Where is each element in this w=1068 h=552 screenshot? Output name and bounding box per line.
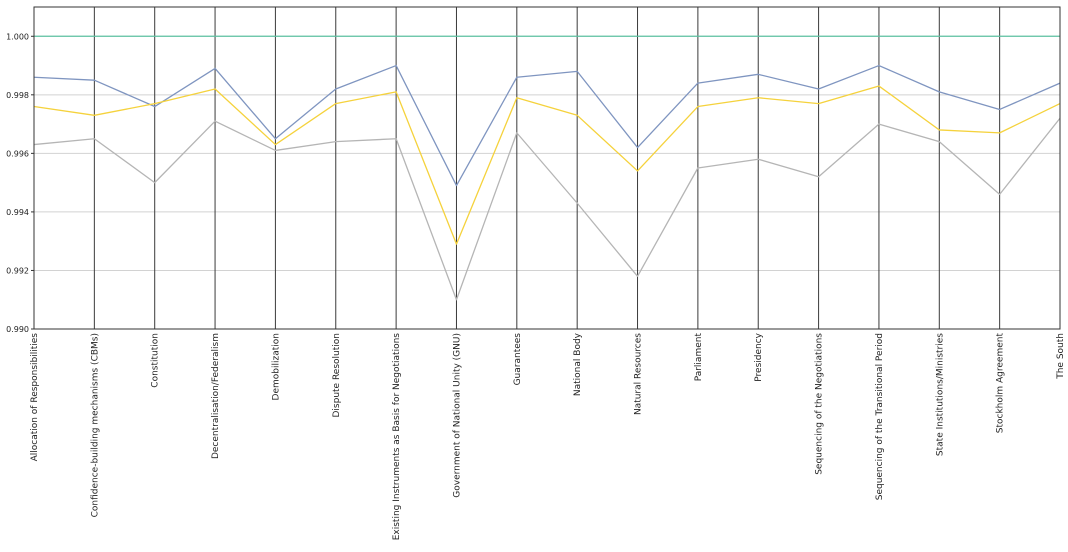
x-tick-label: Parliament <box>694 333 704 382</box>
x-tick-label: Sequencing of the Negotiations <box>815 333 825 475</box>
x-tick-label: Demobilization <box>271 333 281 400</box>
y-grid <box>34 35 1060 330</box>
x-tick-label: National Body <box>573 332 583 396</box>
y-tick-label: 1.000 <box>6 32 29 41</box>
x-tick-label: Existing Instruments as Basis for Negoti… <box>392 333 402 541</box>
y-tick-label: 0.996 <box>6 149 29 158</box>
series-line-2 <box>33 85 1061 245</box>
x-tick-label: Sequencing of the Transitional Period <box>875 333 885 500</box>
series-lines <box>33 35 1061 301</box>
y-tick-label: 0.990 <box>6 325 29 334</box>
x-tick-label: Constitution <box>151 333 161 388</box>
x-tick-label: Dispute Resolution <box>332 333 342 418</box>
y-tick-label: 0.994 <box>6 208 29 217</box>
x-tick-label: Stockholm Agreement <box>996 333 1006 434</box>
x-tick-label: Decentralisation/Federalism <box>211 333 221 459</box>
y-tick-label: 0.992 <box>6 266 29 275</box>
x-tick-label: Allocation of Responsibilities <box>30 333 40 462</box>
y-tick-label: 0.998 <box>6 91 29 100</box>
x-tick-label: Guarantees <box>513 333 523 386</box>
plot-frame <box>33 6 1061 330</box>
series-line-3 <box>33 117 1061 301</box>
x-tick-label: State Institutions/Ministries <box>935 333 945 456</box>
x-tick-labels: Allocation of Responsibilities Confidence… <box>30 332 1066 540</box>
x-tick-label: Confidence-building mechanisms (CBMs) <box>90 333 100 517</box>
x-tick-label: Presidency <box>754 332 764 381</box>
x-tick-label: The South <box>1056 333 1066 380</box>
x-tick-label: Government of National Unity (GNU) <box>452 333 462 498</box>
x-tick-label: Natural Resources <box>634 333 644 415</box>
plot-border <box>33 6 1061 330</box>
series-line-1 <box>33 64 1061 187</box>
y-tick-labels: 0.990 0.992 0.994 0.996 0.998 1.000 <box>6 32 34 334</box>
